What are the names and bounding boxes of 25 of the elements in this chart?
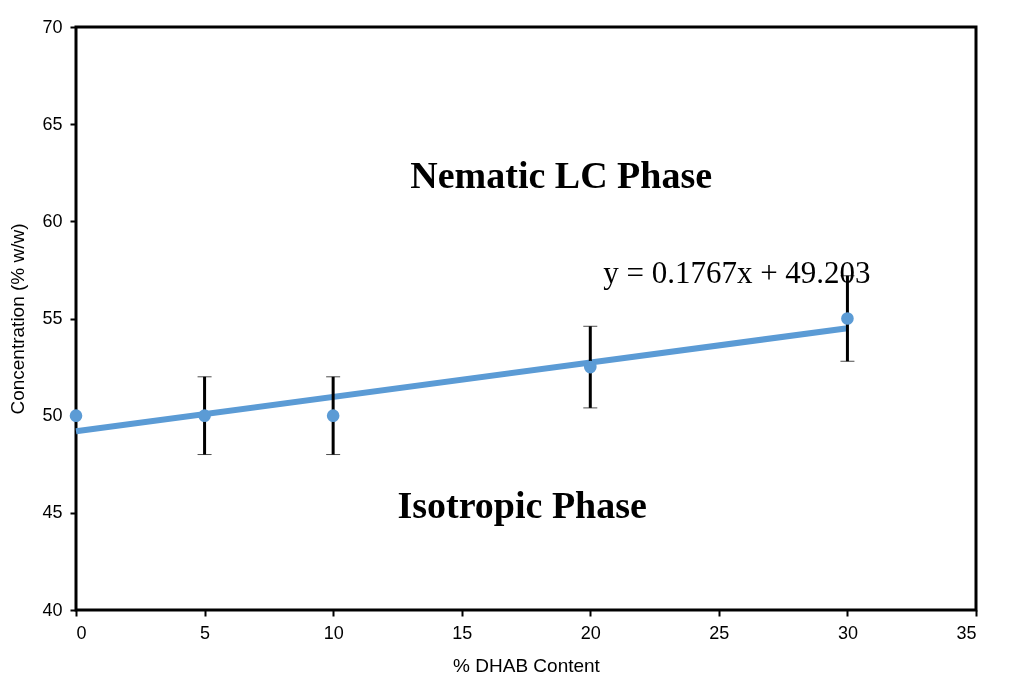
y-axis-title: Concentration (% w/w) bbox=[7, 223, 29, 415]
point bbox=[198, 409, 211, 422]
y-tick-label: 50 bbox=[42, 405, 63, 426]
x-axis-title: % DHAB Content bbox=[453, 654, 601, 676]
point bbox=[583, 360, 597, 374]
y-tick-label: 65 bbox=[42, 113, 63, 134]
y-tick-label: 60 bbox=[42, 210, 63, 231]
x-tick-label: 0 bbox=[76, 622, 87, 643]
x-tick-label: 30 bbox=[837, 622, 858, 643]
y-tick-label: 40 bbox=[42, 599, 63, 620]
annotation: y = 0.1767x + 49.203 bbox=[603, 254, 871, 290]
x-tick-label: 20 bbox=[580, 622, 601, 643]
annotation: Isotropic Phase bbox=[397, 484, 647, 526]
y-tick-label: 55 bbox=[42, 308, 63, 328]
x-tick-label: 15 bbox=[452, 622, 473, 643]
x-tick-label: 10 bbox=[323, 622, 344, 643]
x-tick-label: 25 bbox=[709, 622, 730, 643]
annotation: Nematic LC Phase bbox=[410, 153, 713, 196]
point bbox=[841, 312, 854, 325]
y-tick-label: 45 bbox=[42, 502, 63, 523]
point bbox=[326, 409, 340, 422]
point bbox=[69, 409, 83, 422]
x-tick-label: 35 bbox=[956, 622, 977, 643]
x-tick-label: 5 bbox=[200, 622, 211, 643]
y-tick-label: 70 bbox=[42, 16, 63, 37]
